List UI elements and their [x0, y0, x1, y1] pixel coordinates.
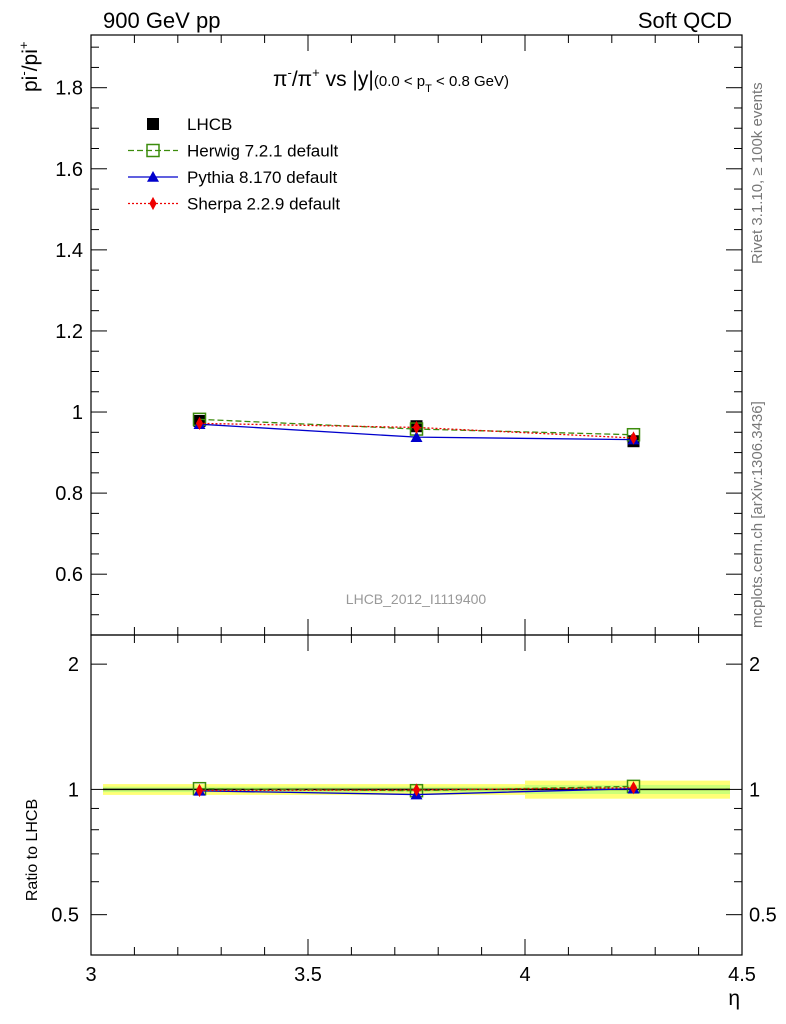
main-y-tick-label: 1 — [72, 402, 83, 424]
x-axis-label: η — [728, 987, 740, 1010]
ratio-y-tick-label-right: 1 — [749, 779, 760, 801]
ratio-y-tick-label: 2 — [68, 654, 79, 676]
ratio-y-label: Ratio to LHCB — [24, 799, 41, 901]
main-y-tick-label: 1.2 — [55, 321, 83, 343]
ratio-panel: 0.5 0.5 1 1 2 2 3 3.5 4 4.5 — [51, 634, 777, 986]
sherpa-marker — [629, 781, 638, 795]
header-right: Soft QCD — [638, 8, 732, 33]
ratio-y-tick-label: 0.5 — [51, 905, 79, 927]
ratio-y-tick-label-right: 0.5 — [749, 905, 777, 927]
main-y-tick-label: 1.8 — [55, 78, 83, 100]
x-tick-label: 4.5 — [728, 964, 756, 986]
legend-label: Pythia 8.170 default — [187, 168, 338, 187]
header-left: 900 GeV pp — [103, 8, 220, 33]
sherpa-marker — [629, 431, 638, 445]
ratio-frame — [90, 634, 743, 956]
ratio-axis-ticks — [90, 635, 743, 956]
main-y-tick-label: 1.4 — [55, 240, 83, 262]
main-y-tick-label: 0.6 — [55, 564, 83, 586]
x-tick-label: 3 — [85, 964, 96, 986]
ratio-y-tick-label: 1 — [68, 779, 79, 801]
lhcb-data-marker — [147, 118, 159, 130]
ratio-series — [192, 779, 641, 800]
main-y-tick-labels: 0.6 0.8 1 1.2 1.4 1.6 1.8 — [55, 78, 83, 586]
main-y-label: pi-/pi+ — [16, 42, 42, 92]
main-series — [192, 412, 641, 448]
main-y-tick-label: 1.6 — [55, 159, 83, 181]
analysis-watermark: LHCB_2012_I1119400 — [346, 591, 487, 607]
main-y-tick-label: 0.8 — [55, 483, 83, 505]
x-tick-label: 3.5 — [294, 964, 322, 986]
sherpa-marker — [149, 196, 157, 211]
plot-title: π-/π+ vs |y|(0.0 < pT < 0.8 GeV) — [273, 65, 509, 95]
mcplots-label: mcplots.cern.ch [arXiv:1306.3436] — [749, 401, 766, 628]
sherpa-marker — [195, 416, 204, 430]
legend-label: Sherpa 2.2.9 default — [187, 195, 340, 214]
sherpa-marker — [412, 420, 421, 435]
legend-label: Herwig 7.2.1 default — [187, 142, 338, 161]
herwig-marker — [146, 143, 160, 158]
sherpa-marker — [195, 783, 204, 798]
rivet-label: Rivet 3.1.10, ≥ 100k events — [749, 82, 766, 264]
ratio-y-tick-labels: 0.5 0.5 1 1 2 2 — [51, 654, 777, 927]
legend: LHCB Herwig 7.2.1 default Pythia 8.170 def… — [128, 115, 340, 214]
legend-label: LHCB — [187, 115, 232, 134]
x-tick-labels: 3 3.5 4 4.5 — [85, 964, 755, 986]
main-panel: 0.6 0.8 1 1.2 1.4 1.6 1.8 — [55, 34, 743, 636]
pythia-marker — [147, 171, 159, 182]
x-tick-label: 4 — [519, 964, 530, 986]
ratio-y-tick-label-right: 2 — [749, 654, 760, 676]
sherpa-marker — [412, 783, 421, 797]
pythia-marker — [410, 431, 423, 442]
